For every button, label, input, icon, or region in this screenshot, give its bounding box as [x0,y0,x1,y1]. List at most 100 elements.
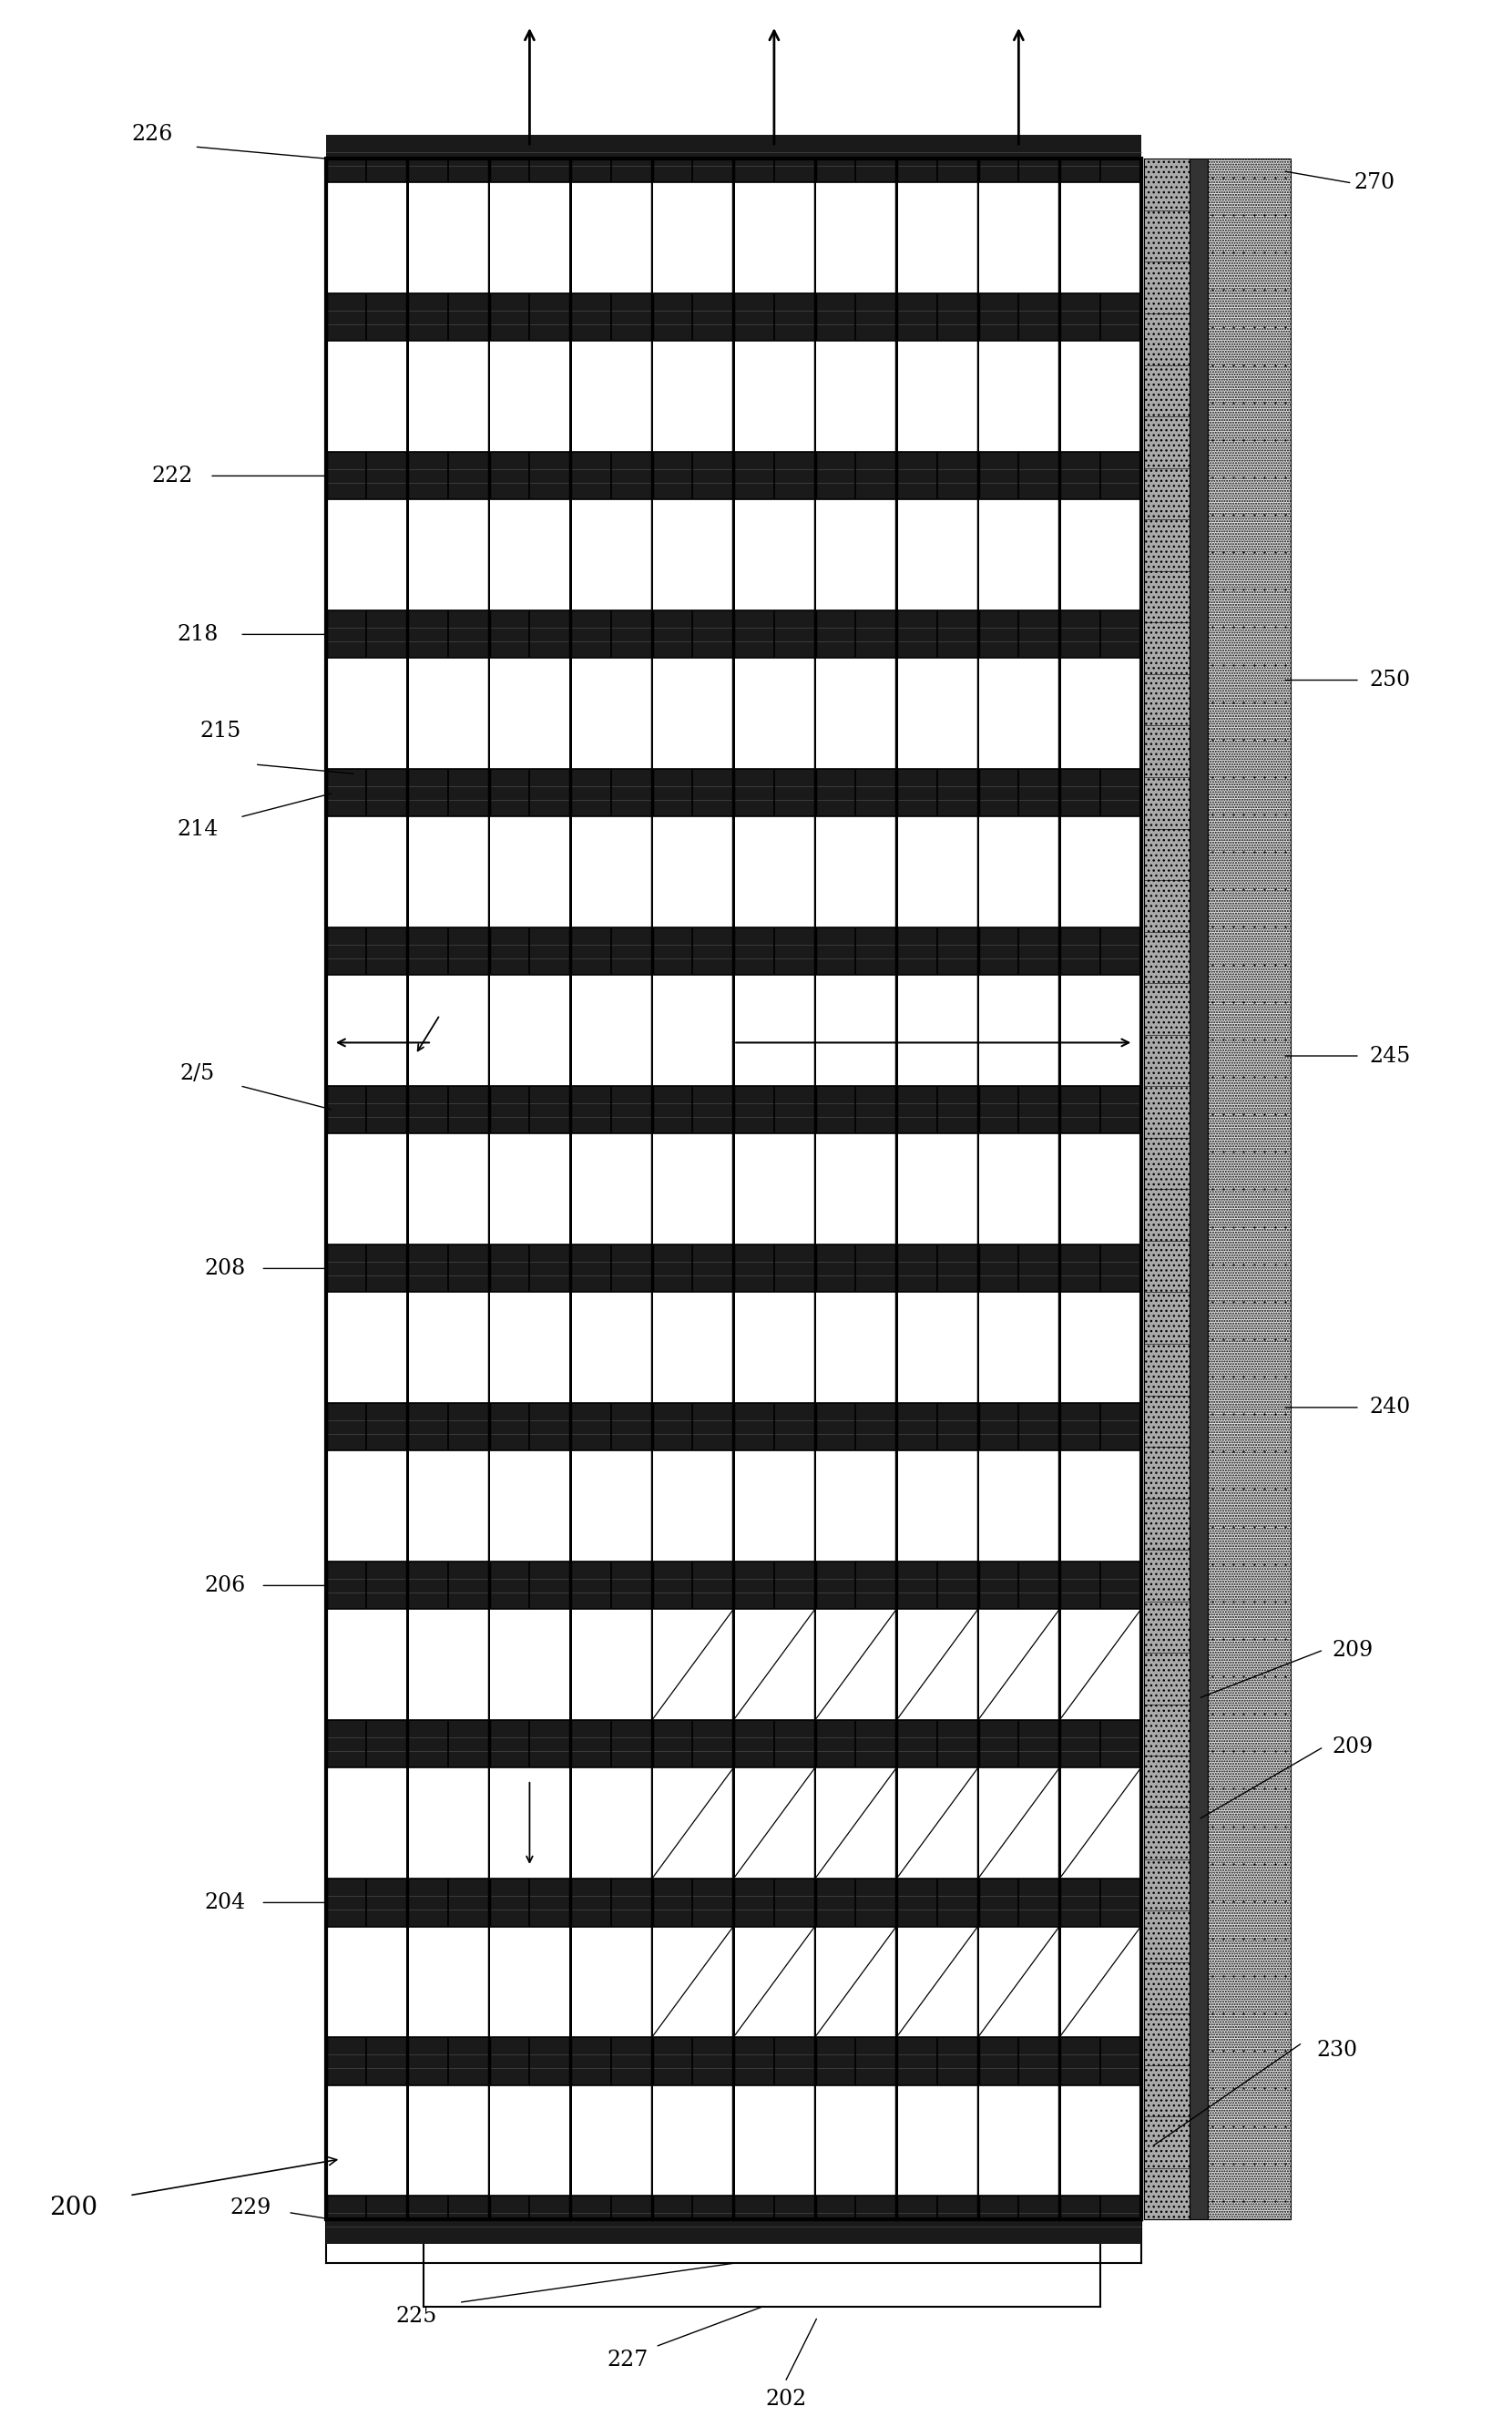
Bar [570,818,652,927]
Bar [327,342,405,451]
Bar [735,1451,813,1563]
Bar [325,1563,1142,1609]
Bar [570,976,652,1087]
Bar [488,1927,570,2036]
Bar [897,1291,978,1403]
Bar [325,976,407,1087]
Text: 227: 227 [608,2349,649,2371]
Bar [1060,1609,1142,1721]
Bar [407,658,488,769]
Bar [1060,976,1142,1087]
Bar [325,818,407,927]
Bar [978,818,1060,927]
Bar [733,1291,815,1403]
Bar [1061,1291,1140,1403]
Bar [815,2085,897,2196]
Bar [572,2085,650,2196]
Bar [325,1609,407,1721]
Bar [327,182,405,294]
Bar [652,976,733,1087]
Bar [978,818,1060,927]
Bar [815,1451,897,1563]
Bar [325,158,1142,2221]
Bar [733,1927,815,2036]
Bar [1061,1133,1140,1245]
Bar [735,818,813,927]
Bar [490,1133,569,1245]
Bar [653,1451,732,1563]
Bar [407,2085,488,2196]
Bar [488,1609,570,1721]
Bar [652,500,733,612]
Bar [735,1291,813,1403]
Bar [897,1927,978,2036]
Bar [325,1133,407,1245]
Bar [325,294,1142,342]
Bar [815,1291,897,1403]
Bar [408,182,487,294]
Bar [980,182,1058,294]
Bar [325,1451,407,1563]
Bar [1060,1767,1142,1878]
Bar [488,1133,570,1245]
Bar [897,1609,978,1721]
Bar [1061,1451,1140,1563]
Bar [1060,1133,1142,1245]
Bar [898,1927,977,2036]
Bar [325,1291,407,1403]
Bar [735,500,813,612]
Bar [980,1767,1058,1878]
Bar [898,342,977,451]
Bar [898,1133,977,1245]
Bar [488,1451,570,1563]
Bar [978,1133,1060,1245]
Bar [570,1133,652,1245]
Bar [733,1133,815,1245]
Bar [816,1609,895,1721]
Bar [488,976,570,1087]
Bar [1060,1291,1142,1403]
Text: 206: 206 [204,1575,245,1597]
Bar [652,658,733,769]
Bar [980,658,1058,769]
Text: 225: 225 [396,2306,437,2327]
Bar [1145,158,1190,2221]
Bar [325,451,1142,500]
Bar [408,818,487,927]
Bar [897,1927,978,2036]
Bar [488,1767,570,1878]
Bar [488,2085,570,2196]
Bar [1190,158,1207,2221]
Bar [408,1133,487,1245]
Bar [733,1609,815,1721]
Bar [815,1609,897,1721]
Bar [816,342,895,451]
Bar [733,1927,815,2036]
Bar [490,1767,569,1878]
Bar [978,1291,1060,1403]
Bar [897,818,978,927]
Bar [407,342,488,451]
Bar [1060,2085,1142,2196]
Bar [570,976,652,1087]
Bar [816,1133,895,1245]
Text: 250: 250 [1370,670,1411,692]
Bar [653,1133,732,1245]
Bar [735,1927,813,2036]
Bar [570,1767,652,1878]
Bar [897,1451,978,1563]
Bar [488,1451,570,1563]
Bar [815,1133,897,1245]
Bar [408,976,487,1087]
Bar [490,500,569,612]
Bar [325,2036,1142,2085]
Bar [1060,658,1142,769]
Bar [897,1767,978,1878]
Bar [978,2085,1060,2196]
Bar [815,1291,897,1403]
Bar [978,658,1060,769]
Bar [978,1767,1060,1878]
Bar [572,342,650,451]
Bar [488,976,570,1087]
Bar [978,1451,1060,1563]
